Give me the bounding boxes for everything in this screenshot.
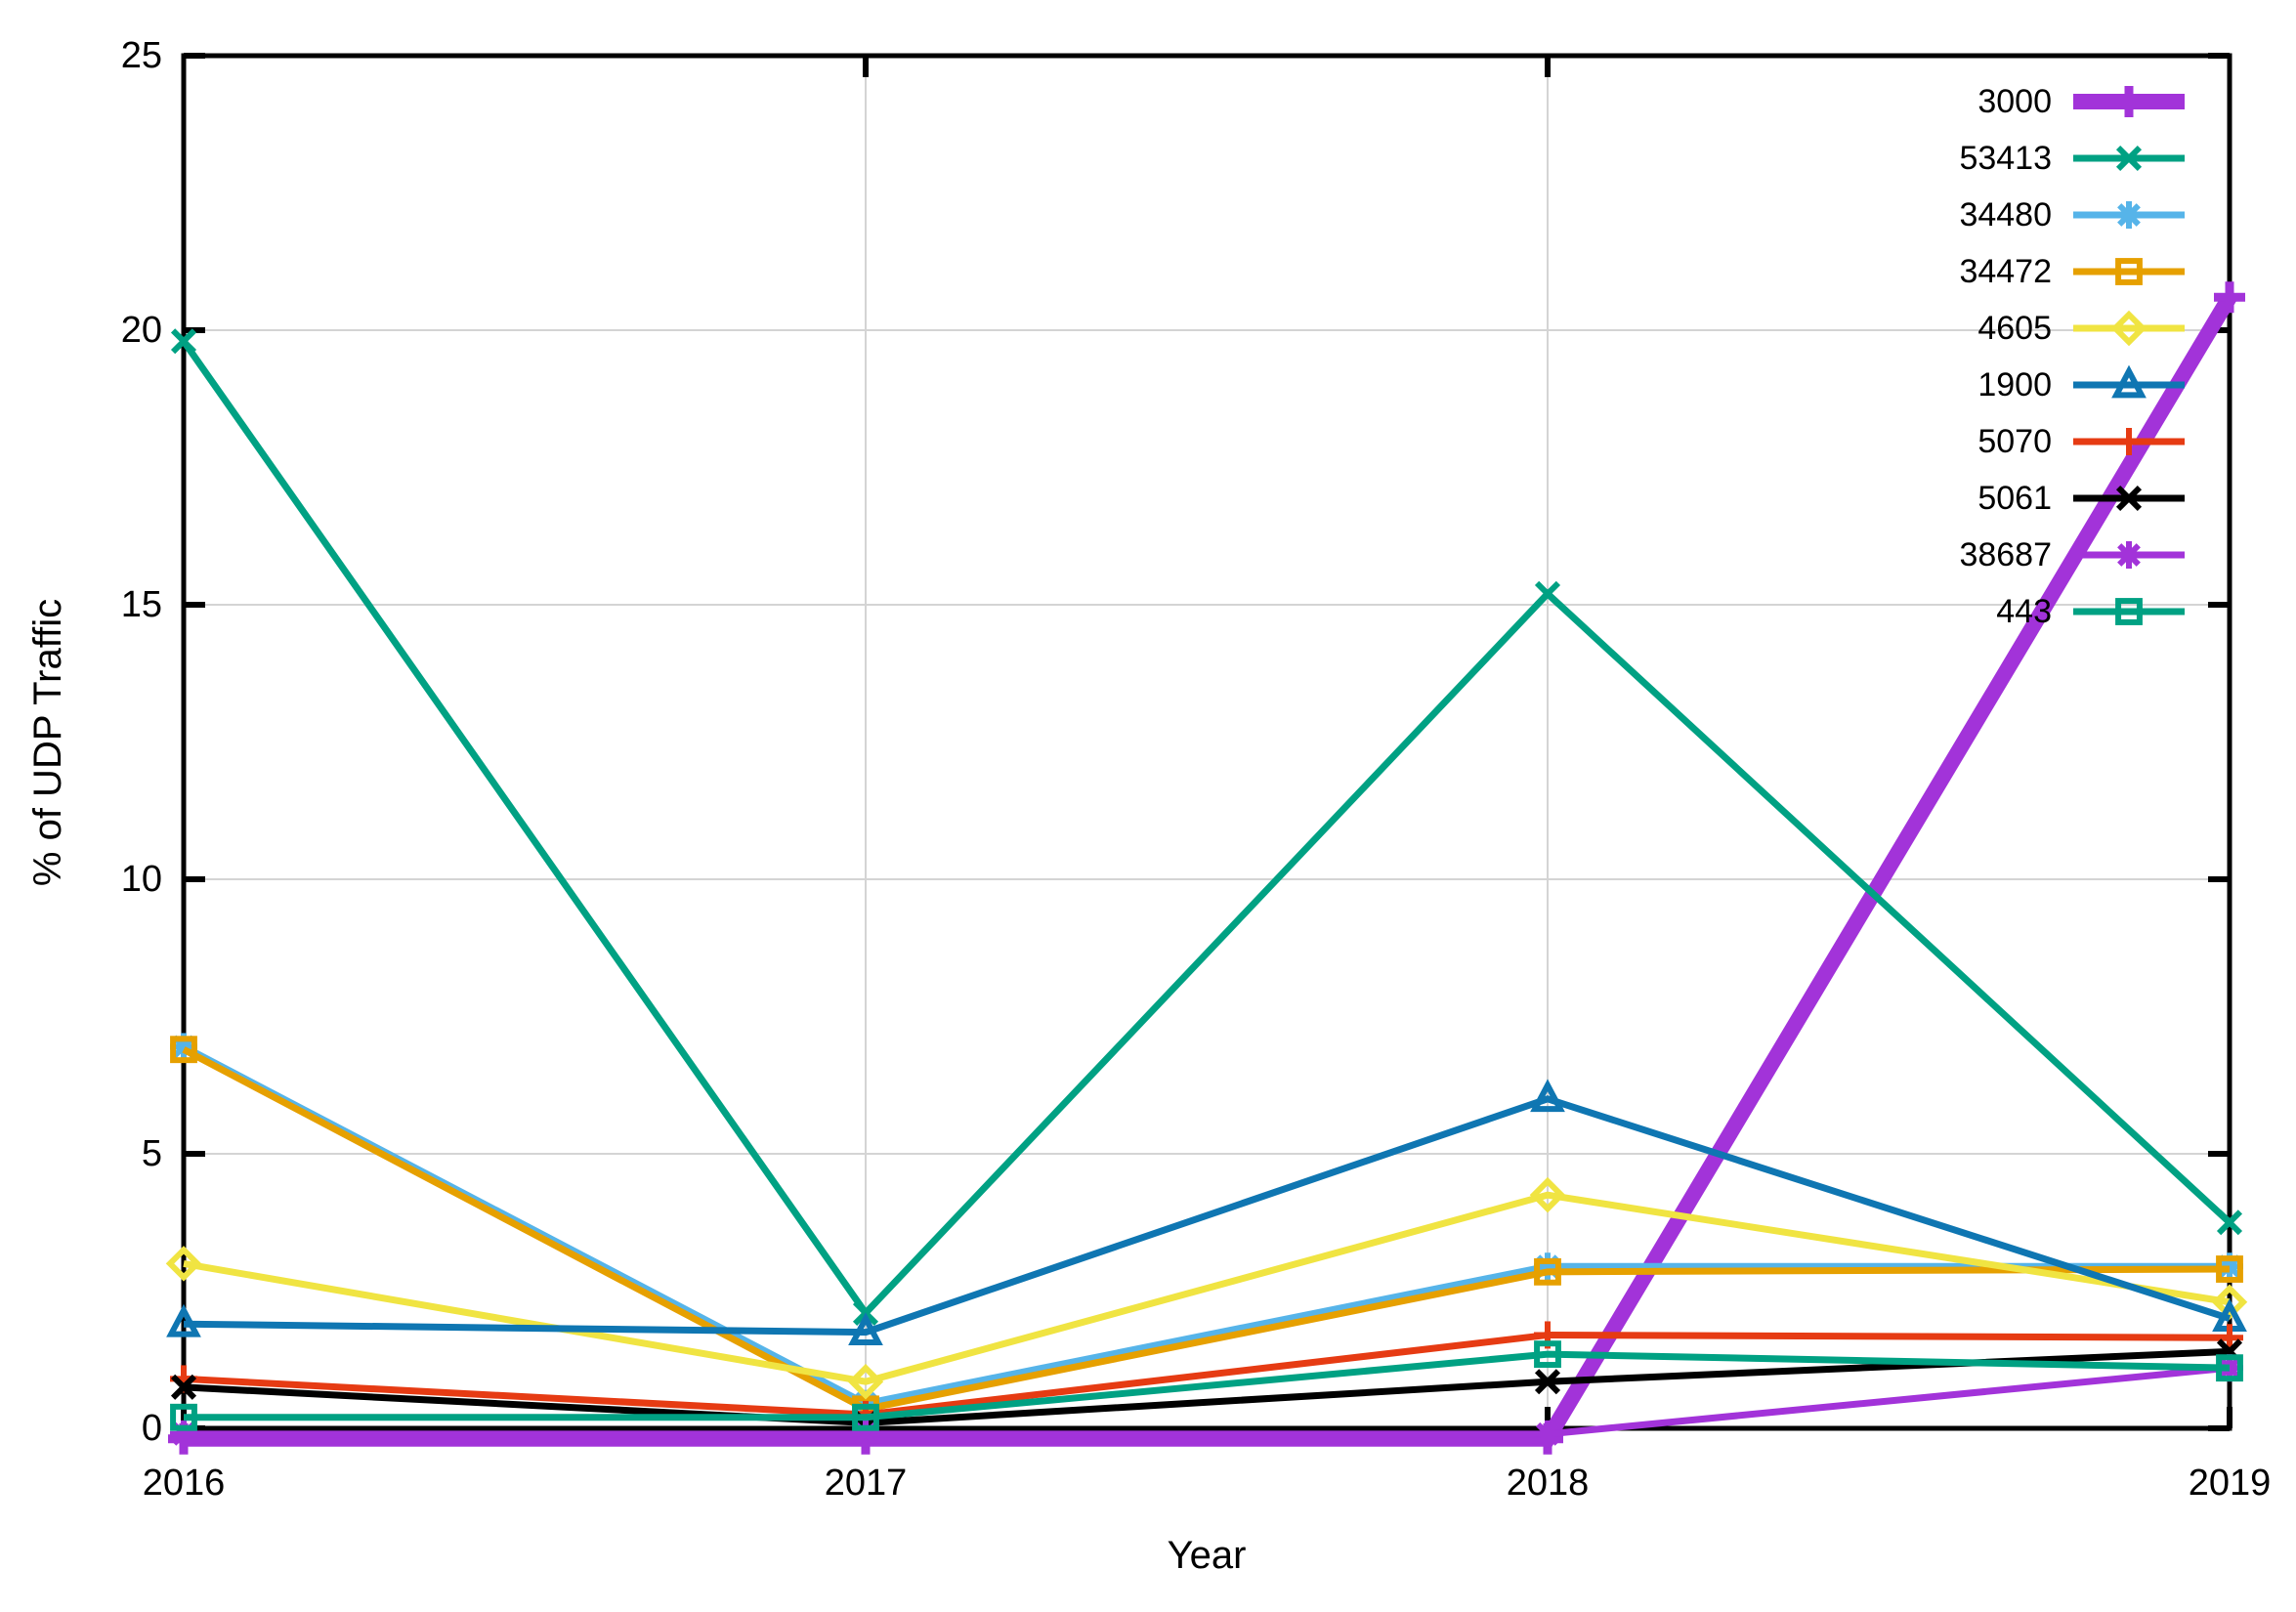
y-tick-label: 5: [142, 1133, 162, 1174]
cross-marker: [2216, 1209, 2243, 1236]
legend-entry-5061: 5061: [1977, 480, 2185, 517]
y-tick-label: 25: [121, 35, 162, 76]
series-line-5070: [183, 1331, 2231, 1419]
legend-label-443: 443: [1996, 593, 2052, 630]
legend-label-4605: 4605: [1977, 310, 2052, 347]
triangle-open-marker: [848, 1312, 883, 1346]
asterisk-marker: [2115, 201, 2143, 229]
series-line-38687: [184, 1364, 2231, 1438]
square-open-marker: [2115, 258, 2143, 285]
legend: 3000 53413 34480 34472 4605 1900 5070 5061 38687…: [1959, 83, 2185, 630]
series-line-53413: [181, 339, 2232, 1319]
series-3000: [168, 281, 2245, 1455]
series-line-3000: [184, 293, 2236, 1447]
square-open-marker: [852, 1403, 879, 1431]
x-tick-label: 2017: [825, 1463, 908, 1504]
plus-marker: [2216, 1324, 2243, 1352]
series-line-4605: [183, 1191, 2231, 1385]
square-open-marker: [2115, 598, 2143, 625]
cross-marker: [1534, 1369, 1561, 1395]
plus-marker: [2115, 428, 2143, 455]
asterisk-marker: [2115, 541, 2143, 569]
cross-marker: [2115, 145, 2143, 172]
series-line-443: [184, 1350, 2231, 1421]
legend-label-5070: 5070: [1977, 423, 2052, 460]
data-series: [165, 281, 2248, 1455]
cross-marker: [170, 328, 197, 355]
legend-entry-443: 443: [1996, 593, 2185, 630]
legend-label-3000: 3000: [1977, 83, 2052, 120]
series-line-5061: [183, 1347, 2231, 1426]
legend-label-34472: 34472: [1959, 253, 2052, 290]
legend-entry-53413: 53413: [1959, 140, 2185, 177]
diamond-open-marker: [1529, 1176, 1566, 1213]
series-line-34472: [182, 1046, 2231, 1414]
square-open-marker: [2216, 1255, 2243, 1283]
legend-label-38687: 38687: [1959, 536, 2052, 573]
legend-entry-3000: 3000: [1977, 83, 2185, 120]
y-tick-label: 20: [121, 310, 162, 351]
gridlines: [184, 56, 2230, 1428]
legend-entry-1900: 1900: [1977, 364, 2185, 403]
x-axis-title: Year: [1168, 1534, 1247, 1577]
legend-entry-5070: 5070: [1977, 423, 2185, 460]
legend-label-53413: 53413: [1959, 140, 2052, 177]
cross-marker: [2115, 485, 2143, 512]
diamond-open-marker: [165, 1246, 202, 1282]
asterisk-marker: [1534, 1420, 1561, 1448]
plot-border: [181, 53, 2232, 1431]
y-tick-label: 15: [121, 584, 162, 625]
legend-label-5061: 5061: [1977, 480, 2052, 517]
square-open-marker: [2216, 1354, 2243, 1382]
legend-entry-34472: 34472: [1959, 253, 2185, 290]
square-open-marker: [170, 1036, 197, 1064]
x-tick-label: 2019: [2189, 1463, 2272, 1504]
square-open-marker: [1534, 1340, 1561, 1369]
square-open-marker: [1534, 1257, 1561, 1286]
legend-label-1900: 1900: [1977, 366, 2052, 403]
x-tick-label: 2016: [143, 1463, 226, 1504]
diamond-open-marker: [847, 1363, 884, 1400]
diamond-open-marker: [2110, 310, 2147, 347]
axes-and-ticks: 0 5 10 15 20 25 2016 2017 2018 2019: [121, 35, 2272, 1504]
series-53413: [170, 328, 2243, 1327]
plus-marker: [2113, 86, 2145, 117]
triangle-open-marker: [1530, 1079, 1565, 1113]
series-1900: [166, 1079, 2247, 1346]
series-line-34480: [182, 1043, 2230, 1408]
x-tick-label: 2018: [1507, 1463, 1590, 1504]
y-tick-label: 10: [121, 859, 162, 900]
square-open-marker: [170, 1403, 197, 1431]
legend-entry-34480: 34480: [1959, 196, 2185, 233]
cross-marker: [1534, 580, 1561, 607]
triangle-open-marker: [166, 1303, 201, 1337]
plus-marker: [2214, 281, 2245, 314]
y-axis-title: % of UDP Traffic: [26, 599, 69, 886]
legend-label-34480: 34480: [1959, 196, 2052, 233]
triangle-open-marker: [2111, 364, 2147, 399]
series-line-1900: [183, 1095, 2232, 1336]
series-443: [170, 1340, 2243, 1431]
legend-entry-4605: 4605: [1977, 310, 2185, 347]
y-tick-label: 0: [142, 1408, 162, 1449]
cross-marker: [170, 1374, 197, 1400]
legend-entry-38687: 38687: [1959, 536, 2185, 573]
